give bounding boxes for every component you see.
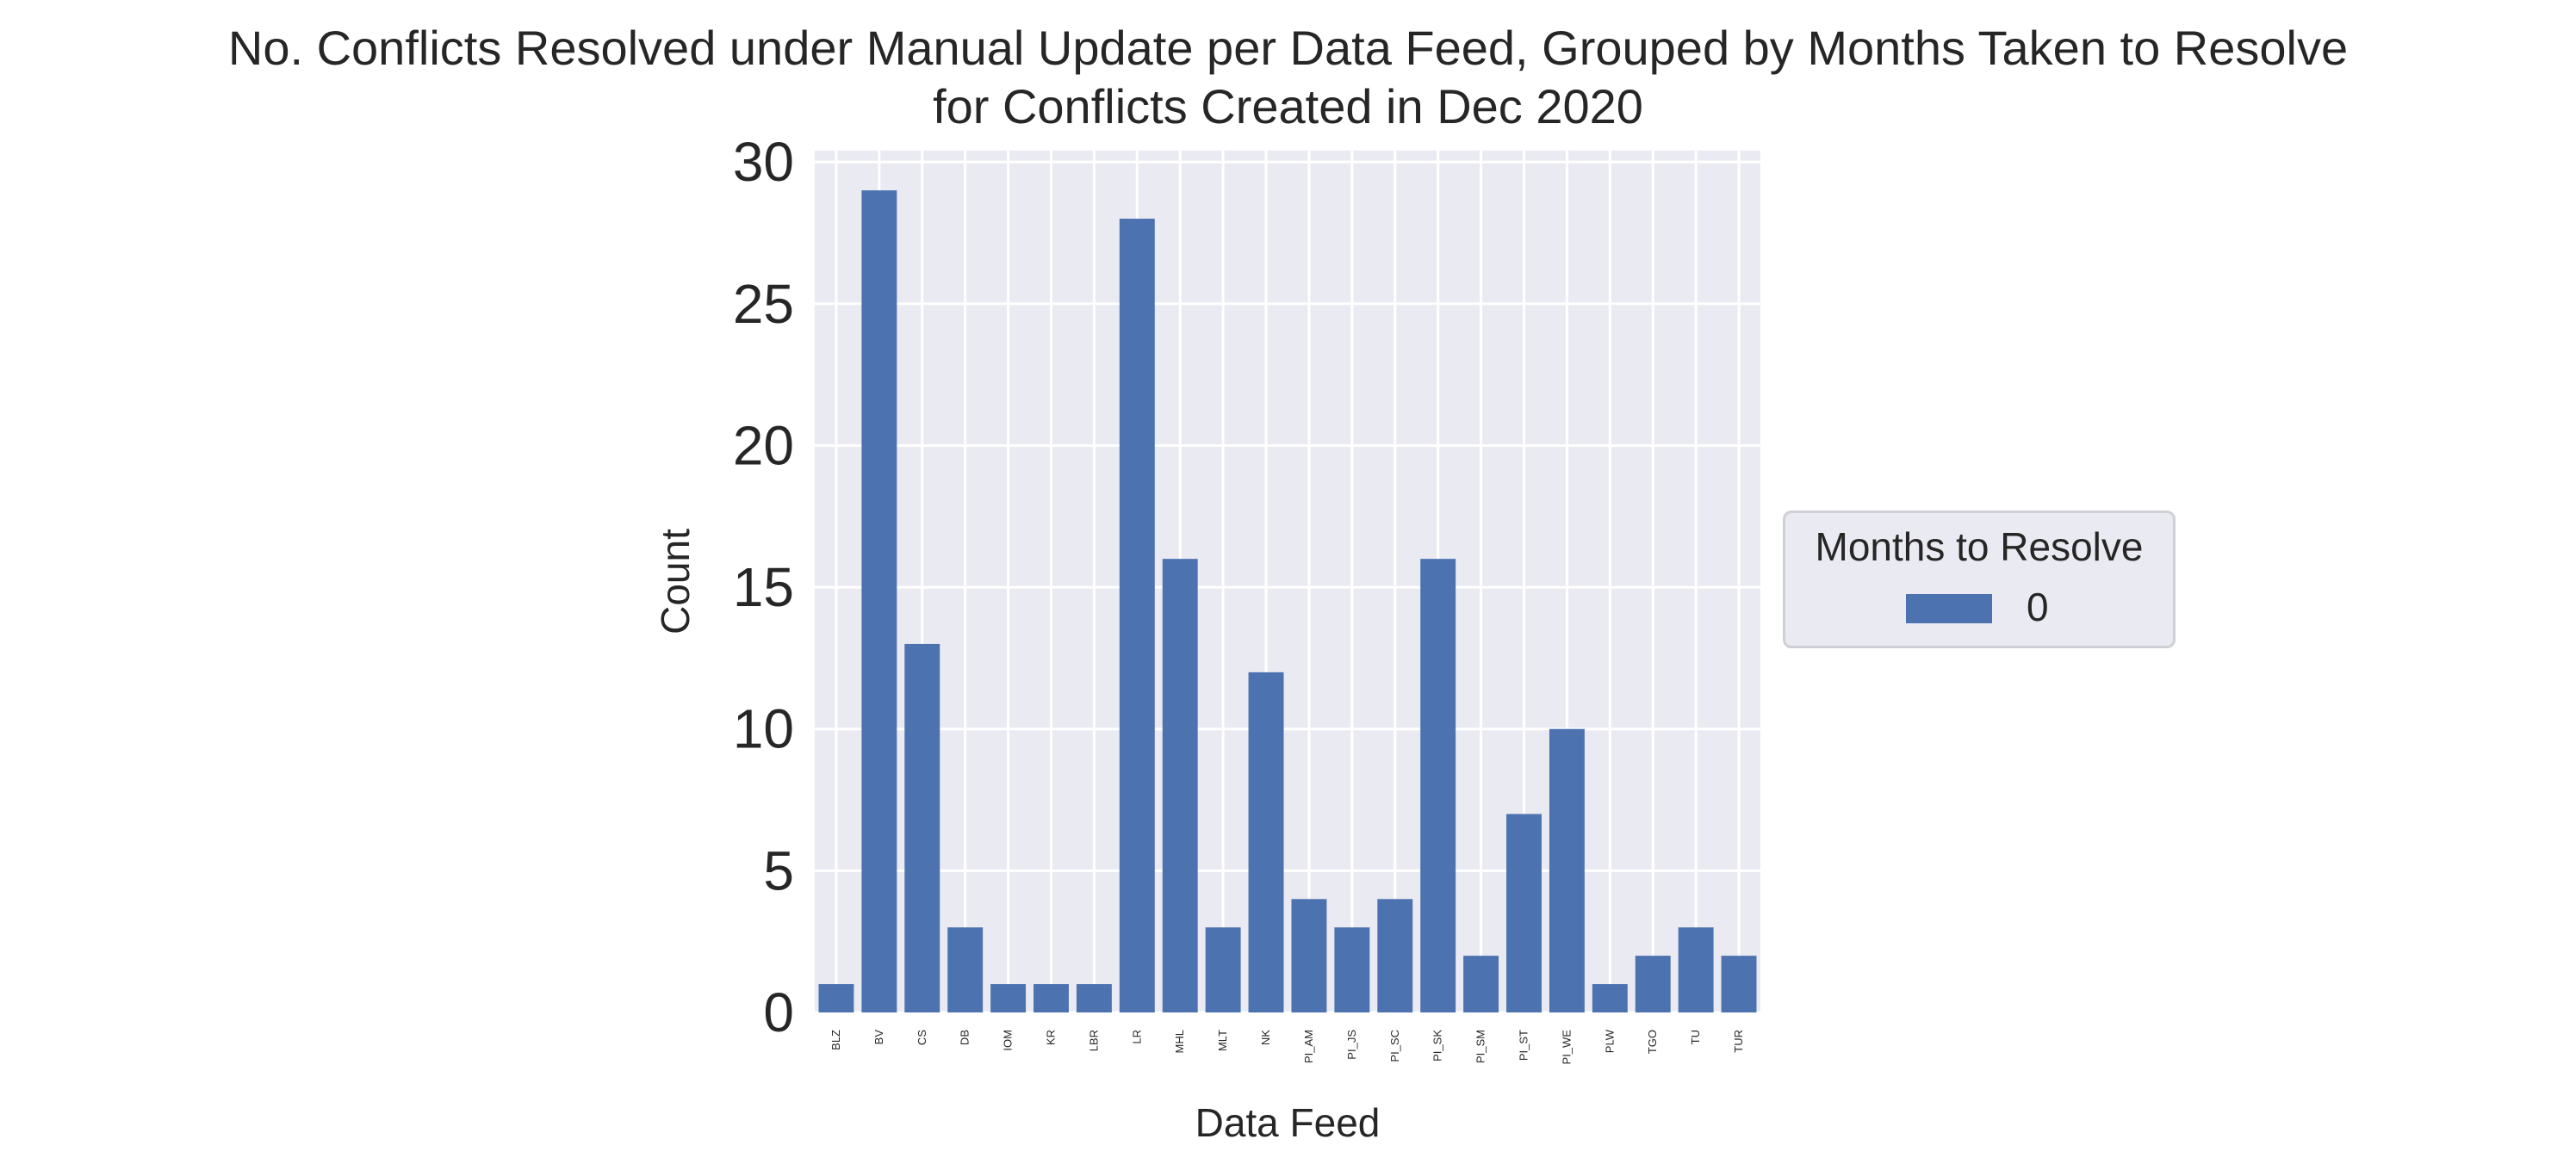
bar-LR bbox=[1119, 219, 1155, 1013]
x-tick-label-PI_SM: PI_SM bbox=[1474, 1030, 1487, 1063]
x-tick-label-PLW: PLW bbox=[1603, 1029, 1616, 1053]
bar-TUR bbox=[1721, 956, 1757, 1012]
legend-swatch-series-0 bbox=[1906, 594, 1992, 623]
x-tick-label-PI_AM: PI_AM bbox=[1302, 1030, 1315, 1063]
bar-TU bbox=[1678, 927, 1714, 1012]
x-tick-label-LBR: LBR bbox=[1087, 1030, 1100, 1051]
x-tick-label-CS: CS bbox=[916, 1030, 928, 1045]
x-tick-label-BV: BV bbox=[872, 1030, 885, 1045]
bar-CS bbox=[904, 643, 940, 1012]
x-tick-label-LR: LR bbox=[1130, 1030, 1143, 1044]
bar-PI_SM bbox=[1463, 956, 1499, 1012]
y-tick-label-0: 0 bbox=[763, 981, 794, 1043]
x-tick-label-KR: KR bbox=[1045, 1030, 1058, 1045]
bar-TGO bbox=[1635, 956, 1671, 1012]
x-tick-label-PI_SC: PI_SC bbox=[1388, 1030, 1401, 1062]
x-tick-label-DB: DB bbox=[959, 1030, 971, 1045]
x-tick-label-PI_WE: PI_WE bbox=[1560, 1030, 1573, 1065]
bar-BV bbox=[861, 190, 897, 1012]
x-tick-label-MLT: MLT bbox=[1216, 1030, 1229, 1051]
y-tick-label-30: 30 bbox=[733, 131, 794, 193]
bar-NK bbox=[1248, 672, 1284, 1012]
plot-background bbox=[815, 151, 1760, 1012]
legend: Months to Resolve 0 bbox=[1783, 511, 2176, 648]
bar-PI_JS bbox=[1334, 927, 1370, 1012]
x-tick-label-MHL: MHL bbox=[1173, 1030, 1186, 1053]
x-tick-label-TGO: TGO bbox=[1646, 1030, 1659, 1054]
legend-label-series-0: 0 bbox=[2027, 585, 2049, 629]
x-tick-label-NK: NK bbox=[1259, 1030, 1272, 1045]
bar-PLW bbox=[1592, 984, 1628, 1012]
x-tick-label-PI_JS: PI_JS bbox=[1345, 1030, 1358, 1060]
chart-title: No. Conflicts Resolved under Manual Upda… bbox=[227, 21, 2349, 75]
x-axis-label: Data Feed bbox=[1195, 1100, 1381, 1145]
x-tick-label-TUR: TUR bbox=[1732, 1030, 1745, 1053]
bar-DB bbox=[947, 927, 984, 1012]
y-tick-label-15: 15 bbox=[733, 556, 794, 618]
legend-title: Months to Resolve bbox=[1815, 524, 2144, 569]
bar-PI_AM bbox=[1291, 899, 1327, 1012]
x-tick-label-IOM: IOM bbox=[1002, 1030, 1015, 1051]
y-tick-label-25: 25 bbox=[733, 273, 794, 335]
bar-PI_SK bbox=[1420, 559, 1456, 1012]
y-tick-label-20: 20 bbox=[733, 414, 794, 476]
bar-PI_ST bbox=[1506, 814, 1542, 1012]
y-axis-label: Count bbox=[653, 529, 698, 635]
x-tick-label-PI_ST: PI_ST bbox=[1518, 1030, 1530, 1061]
x-tick-label-BLZ: BLZ bbox=[829, 1030, 842, 1050]
x-tick-label-TU: TU bbox=[1689, 1030, 1702, 1044]
bar-LBR bbox=[1076, 984, 1112, 1012]
y-tick-label-10: 10 bbox=[733, 698, 794, 760]
bar-MHL bbox=[1162, 559, 1198, 1012]
bar-PI_SC bbox=[1377, 899, 1413, 1012]
bar-IOM bbox=[990, 984, 1027, 1012]
x-tick-label-PI_SK: PI_SK bbox=[1431, 1030, 1444, 1062]
bar-PI_WE bbox=[1549, 728, 1585, 1012]
chart-subtitle: for Conflicts Created in Dec 2020 bbox=[933, 79, 1643, 133]
y-tick-label-5: 5 bbox=[763, 839, 794, 901]
bar-BLZ bbox=[818, 984, 854, 1012]
bar-MLT bbox=[1205, 927, 1241, 1012]
bar-KR bbox=[1034, 984, 1069, 1012]
